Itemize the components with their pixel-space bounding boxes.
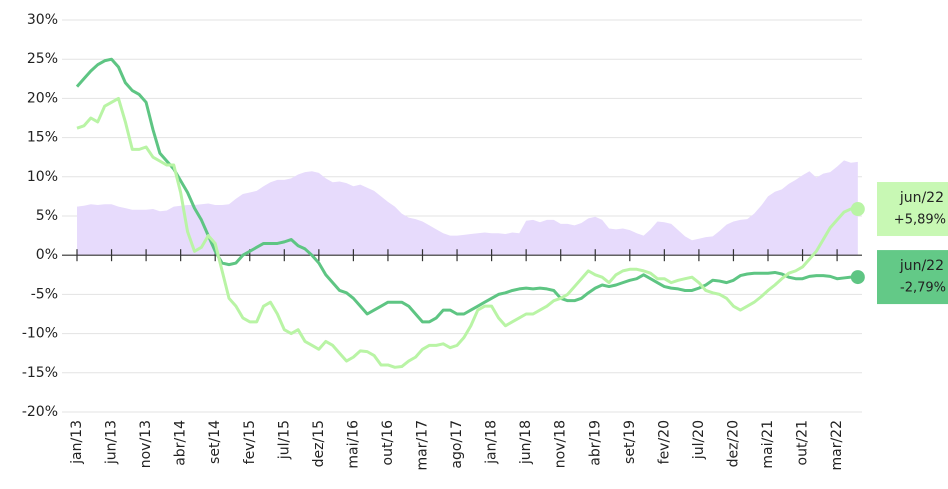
y-tick-label: 25% xyxy=(27,51,58,67)
x-tick-label: dez/20 xyxy=(725,420,741,467)
end-dot xyxy=(850,202,865,217)
y-tick-label: -5% xyxy=(31,286,58,302)
end-label-date: jun/22 xyxy=(899,258,944,274)
x-tick-label: dez/15 xyxy=(311,420,327,467)
x-tick-label: nov/13 xyxy=(138,420,154,468)
x-tick-label: mai/16 xyxy=(345,420,361,469)
x-tick-label: ago/17 xyxy=(449,420,465,469)
line xyxy=(76,96,858,369)
y-tick-label: -20% xyxy=(22,404,58,420)
y-tick-label: 20% xyxy=(27,90,58,106)
line xyxy=(75,57,858,324)
area xyxy=(77,160,858,256)
x-tick-label: abr/19 xyxy=(587,420,603,466)
y-tick-label: 30% xyxy=(27,12,58,28)
x-tick-label: abr/14 xyxy=(173,420,189,466)
y-tick-label: 15% xyxy=(27,130,58,146)
y-tick-label: 5% xyxy=(36,208,58,224)
end-label-date: jun/22 xyxy=(899,190,944,206)
end-label-box xyxy=(877,182,948,237)
x-tick-label: fev/20 xyxy=(656,420,672,464)
x-tick-label: out/21 xyxy=(795,420,811,465)
x-tick-label: set/19 xyxy=(622,420,638,464)
x-tick-label: set/14 xyxy=(207,420,223,464)
x-tick-label: fev/15 xyxy=(242,420,258,464)
end-label-value: -2,79% xyxy=(900,281,946,296)
y-tick-label: -10% xyxy=(22,326,58,342)
x-tick-label: nov/18 xyxy=(553,420,569,468)
y-tick-label: 10% xyxy=(27,169,58,185)
y-tick-label: -15% xyxy=(22,365,58,381)
x-tick-label: jan/13 xyxy=(69,420,85,465)
x-tick-label: out/16 xyxy=(380,420,396,466)
end-label-value: +5,89% xyxy=(894,213,946,228)
x-tick-label: jul/15 xyxy=(276,420,292,460)
x-tick-label: mar/17 xyxy=(415,420,431,471)
x-tick-label: jul/20 xyxy=(691,420,707,460)
end-dot xyxy=(850,270,865,285)
y-tick-label: 0% xyxy=(36,247,58,263)
end-label-box xyxy=(877,250,948,305)
x-tick-label: jun/13 xyxy=(104,420,120,465)
x-tick-label: jan/18 xyxy=(484,420,500,465)
x-tick-label: mai/21 xyxy=(760,420,776,469)
x-tick-label: jun/18 xyxy=(518,420,534,465)
x-tick-label: mar/22 xyxy=(829,420,845,471)
